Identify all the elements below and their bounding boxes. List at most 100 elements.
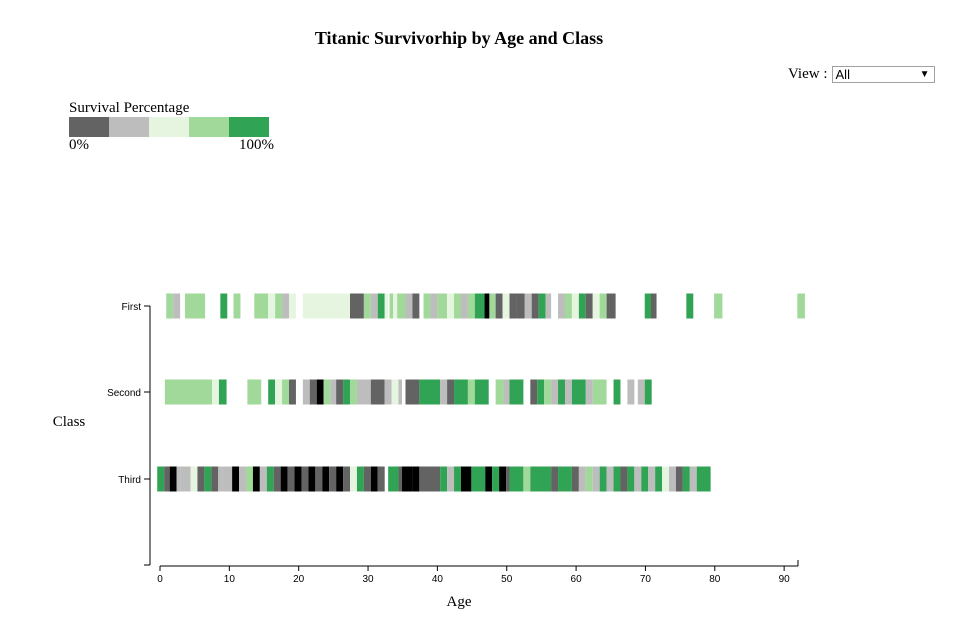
heatmap-cell-first [502,293,510,319]
heatmap-cell-second [627,379,635,405]
heatmap-cell-third [273,466,281,492]
heatmap-cell-third [180,466,191,492]
heatmap-cell-third [315,466,323,492]
heatmap-cell-first [405,293,413,319]
heatmap-cell-third [204,466,212,492]
heatmap-cell-second [356,379,371,405]
heatmap-cell-third [308,466,316,492]
heatmap-cell-second [509,379,524,405]
chevron-down-icon: ▼ [919,69,930,80]
heatmap-cell-third [613,466,621,492]
heatmap-cell-first [184,293,206,319]
heatmap-cell-second [309,379,317,405]
y-tick-label: First [122,302,142,313]
heatmap-cell-third [164,466,170,492]
heatmap-cell-third [343,466,351,492]
heatmap-cell-first [564,293,572,319]
y-tick-label: Third [118,475,141,486]
heatmap-cell-third [222,466,233,492]
heatmap-cell-first [282,293,289,319]
heatmap-cell-first [524,293,532,319]
heatmap-cell-third [606,466,614,492]
heatmap-cell-third [627,466,635,492]
heatmap-cell-first [377,293,385,319]
heatmap-cell-first [531,293,539,319]
x-tick-label: 40 [432,574,444,585]
heatmap-cell-first [173,293,181,319]
heatmap-cell-third [471,466,486,492]
heatmap-cell-second [467,379,475,405]
heatmap-cell-third [648,466,656,492]
legend-max-label: 100% [239,137,274,153]
heatmap-cell-second [454,379,468,405]
heatmap-cell-second [323,379,331,405]
heatmap-cell-second [302,379,310,405]
heatmap-cell-first [268,293,276,319]
heatmap-cell-first [592,293,600,319]
heatmap-cell-third [485,466,493,492]
heatmap-cell-first [474,293,485,319]
heatmap-cell-third [675,466,683,492]
heatmap-cell-first [599,293,607,319]
view-control: View : All ▼ [788,66,935,83]
heatmap-cell-third [329,466,337,492]
heatmap-cell-first [650,293,657,319]
heatmap-cell-third [232,466,240,492]
heatmap-cell-second [316,379,324,405]
heatmap-cell-second [218,379,227,405]
heatmap-cell-second [551,379,559,405]
heatmap-cell-second [585,379,593,405]
heatmap-cell-third [634,466,642,492]
x-tick-label: 80 [709,574,721,585]
heatmap-cell-first [571,293,579,319]
heatmap-cell-third [551,466,559,492]
heatmap-cell-third [356,466,364,492]
heatmap-cell-third [620,466,628,492]
heatmap-cell-third [287,466,295,492]
heatmap-cell-first [558,293,565,319]
legend-min-label: 0% [69,137,89,153]
heatmap-cell-first [447,293,455,319]
heatmap-cell-second [613,379,621,405]
heatmap-cell-third [197,466,205,492]
heatmap-cell-third [301,466,309,492]
heatmap-cell-second [644,379,652,405]
heatmap-cell-third [447,466,455,492]
heatmap-cell-first [288,293,296,319]
heatmap-cell-second [268,379,276,405]
heatmap-cell-second [544,379,552,405]
heatmap-cell-first [370,293,378,319]
heatmap-cell-third [398,466,403,492]
heatmap-cell-third [509,466,524,492]
heatmap-cell-first [467,293,475,319]
heatmap-cell-first [644,293,651,319]
heatmap-cell-first [714,293,723,319]
legend-bar [69,117,279,137]
heatmap-cell-first [393,293,398,319]
x-tick-label: 60 [571,574,583,585]
heatmap-cell-third [558,466,572,492]
heatmap-cell-third [370,466,378,492]
heatmap-cell-second [275,379,283,405]
heatmap-cell-second [391,379,399,405]
heatmap-cell-third [402,466,413,492]
heatmap-cell-first [437,293,448,319]
heatmap-cell-third [169,466,177,492]
view-select-value: All [835,67,850,82]
heatmap-cell-third [388,466,399,492]
heatmap-cell-third [655,466,663,492]
heatmap-cell-third [578,466,586,492]
x-tick-label: 30 [362,574,374,585]
heatmap-cell-first [489,293,496,319]
heatmap-cell-second [330,379,337,405]
heatmap-cell-third [682,466,690,492]
heatmap-cell-second [164,379,213,405]
heatmap-cell-second [474,379,489,405]
view-select[interactable]: All ▼ [831,66,935,83]
heatmap-cell-third [662,466,670,492]
legend-title: Survival Percentage [69,100,190,116]
heatmap-cell-first [686,293,694,319]
heatmap-cell-third [460,466,472,492]
heatmap-cell-second [495,379,504,405]
heatmap-cell-first [606,293,616,319]
